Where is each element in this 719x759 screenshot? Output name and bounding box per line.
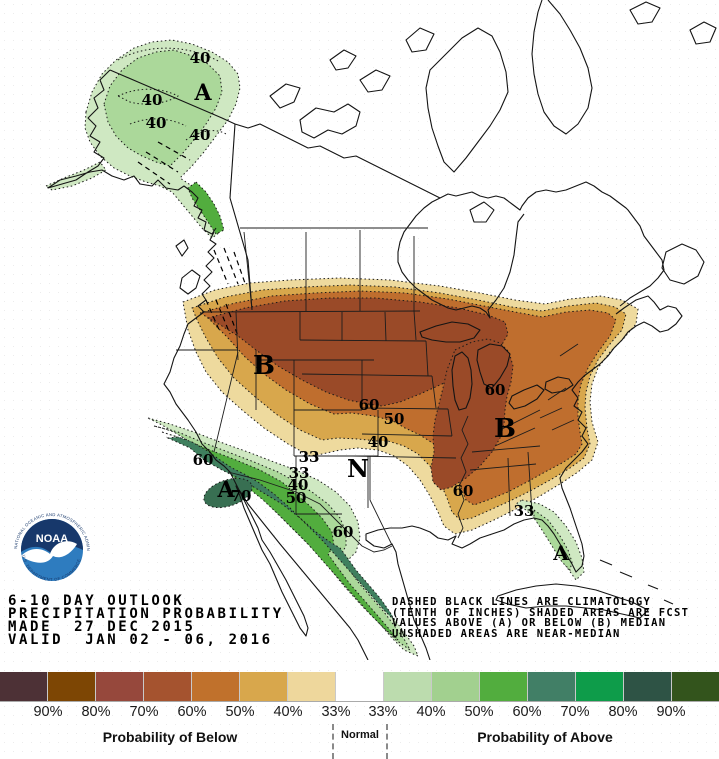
contour-label: 40 (190, 126, 211, 144)
note-line-1: DASHED BLACK LINES ARE CLIMATOLOGY (392, 596, 652, 608)
tick-above-90: 90% (656, 704, 686, 720)
contour-label: 50 (384, 410, 405, 428)
caption-probability-below: Probability of Below (102, 729, 238, 745)
contour-label: 40 (288, 476, 309, 494)
contour-label: 40 (368, 433, 389, 451)
legend-swatch-below-40 (240, 672, 288, 701)
contour-label: 40 (142, 91, 163, 109)
legend-tick-labels: 90% 80% 70% 60% 50% 40% 33% 33% 40% 50% … (0, 704, 719, 722)
legend-swatch-above-50 (480, 672, 528, 701)
tick-below-80: 80% (81, 704, 111, 720)
contour-label: 70 (231, 487, 252, 505)
legend-swatch-above-60 (528, 672, 576, 701)
florida-above-region (515, 499, 585, 581)
tick-below-90: 90% (33, 704, 63, 720)
contour-label: 60 (333, 523, 354, 541)
contour-label: 60 (453, 482, 474, 500)
alaska-panhandle-band (187, 181, 225, 235)
contour-label: 40 (190, 49, 211, 67)
sw-70-contour (203, 477, 253, 509)
title-block: 6-10 DAY OUTLOOK PRECIPITATION PROBABILIT… (8, 593, 284, 648)
coastlines (47, 69, 683, 660)
contour-label: 60 (359, 396, 380, 414)
legend-swatch-above-33 (384, 672, 432, 701)
tick-below-60: 60% (177, 704, 207, 720)
alaska-40-band (103, 49, 223, 167)
legend-swatch-below-70 (96, 672, 144, 701)
tick-above-33: 33% (368, 704, 398, 720)
climatology-dashes (137, 141, 247, 337)
contour-label: 33 (299, 448, 320, 466)
tick-above-50: 50% (464, 704, 494, 720)
region-letter-east-b: B (494, 414, 516, 444)
tick-above-80: 80% (608, 704, 638, 720)
legend-swatch-below-90 (0, 672, 48, 701)
tick-above-70: 70% (560, 704, 590, 720)
contour-label: 60 (193, 451, 214, 469)
note-block: DASHED BLACK LINES ARE CLIMATOLOGY (TENTH… (392, 597, 689, 639)
great-lakes (419, 321, 574, 411)
note-line-3: VALUES ABOVE (A) OR BELOW (B) MEDIAN (392, 617, 667, 629)
legend-swatch-above-90 (672, 672, 719, 701)
note-line-4: UNSHADED AREAS ARE NEAR-MEDIAN (392, 627, 621, 640)
alaska-contours (116, 47, 227, 141)
title-line-3: MADE 27 DEC 2015 (8, 619, 196, 635)
map-labels: 40 40 40 40 A B 60 50 40 33 N B 60 60 33… (142, 49, 570, 565)
tick-below-33: 33% (321, 704, 351, 720)
note-line-2: (TENTH OF INCHES) SHADED AREAS ARE FCST (392, 606, 690, 619)
caption-normal: Normal (341, 729, 379, 741)
interior-borders (176, 227, 579, 553)
caption-probability-above: Probability of Above (477, 729, 613, 745)
probability-color-scale (0, 672, 719, 702)
region-letter-sw-a: A (216, 477, 235, 503)
legend-swatch-below-50 (192, 672, 240, 701)
region-letter-west-b: B (253, 351, 275, 381)
islands (175, 0, 717, 619)
north-america-map: 40 40 40 40 A B 60 50 40 33 N B 60 60 33… (44, 0, 717, 660)
noaa-gull-icon (21, 541, 77, 563)
tick-below-50: 50% (225, 704, 255, 720)
legend-swatch-below-60 (144, 672, 192, 701)
region-letter-florida-a: A (552, 541, 569, 565)
region-letter-alaska: A (193, 80, 212, 106)
tick-above-60: 60% (512, 704, 542, 720)
legend-swatch-above-80 (624, 672, 672, 701)
title-line-4: VALID JAN 02 - 06, 2016 (8, 632, 273, 648)
fl-40-band (533, 509, 573, 571)
below-median-region (182, 277, 639, 535)
title-line-2: PRECIPITATION PROBABILITY (8, 606, 284, 622)
tick-below-40: 40% (273, 704, 303, 720)
title-line-1: 6-10 DAY OUTLOOK (8, 593, 185, 609)
legend-swatch-below-80 (48, 672, 96, 701)
contour-label: 60 (485, 381, 506, 399)
tick-below-70: 70% (129, 704, 159, 720)
region-letter-normal: N (347, 454, 369, 483)
legend-swatch-below-33 (288, 672, 336, 701)
normal-marker: Normal (332, 724, 388, 759)
noaa-logo: NOAA NATIONAL OCEANIC AND ATMOSPHERIC AD… (7, 504, 95, 593)
legend-swatch-above-70 (576, 672, 624, 701)
noaa-acronym: NOAA (36, 533, 68, 545)
alaska-above-region (44, 39, 241, 239)
legend-swatch-normal (336, 672, 384, 701)
contour-label: 33 (514, 502, 535, 520)
contour-label: 40 (146, 114, 167, 132)
sw-60-core (166, 436, 395, 621)
contour-label: 50 (286, 489, 307, 507)
tick-above-40: 40% (416, 704, 446, 720)
legend-swatch-above-40 (432, 672, 480, 701)
below-60-core-east (430, 338, 514, 491)
contour-label: 33 (289, 464, 310, 482)
